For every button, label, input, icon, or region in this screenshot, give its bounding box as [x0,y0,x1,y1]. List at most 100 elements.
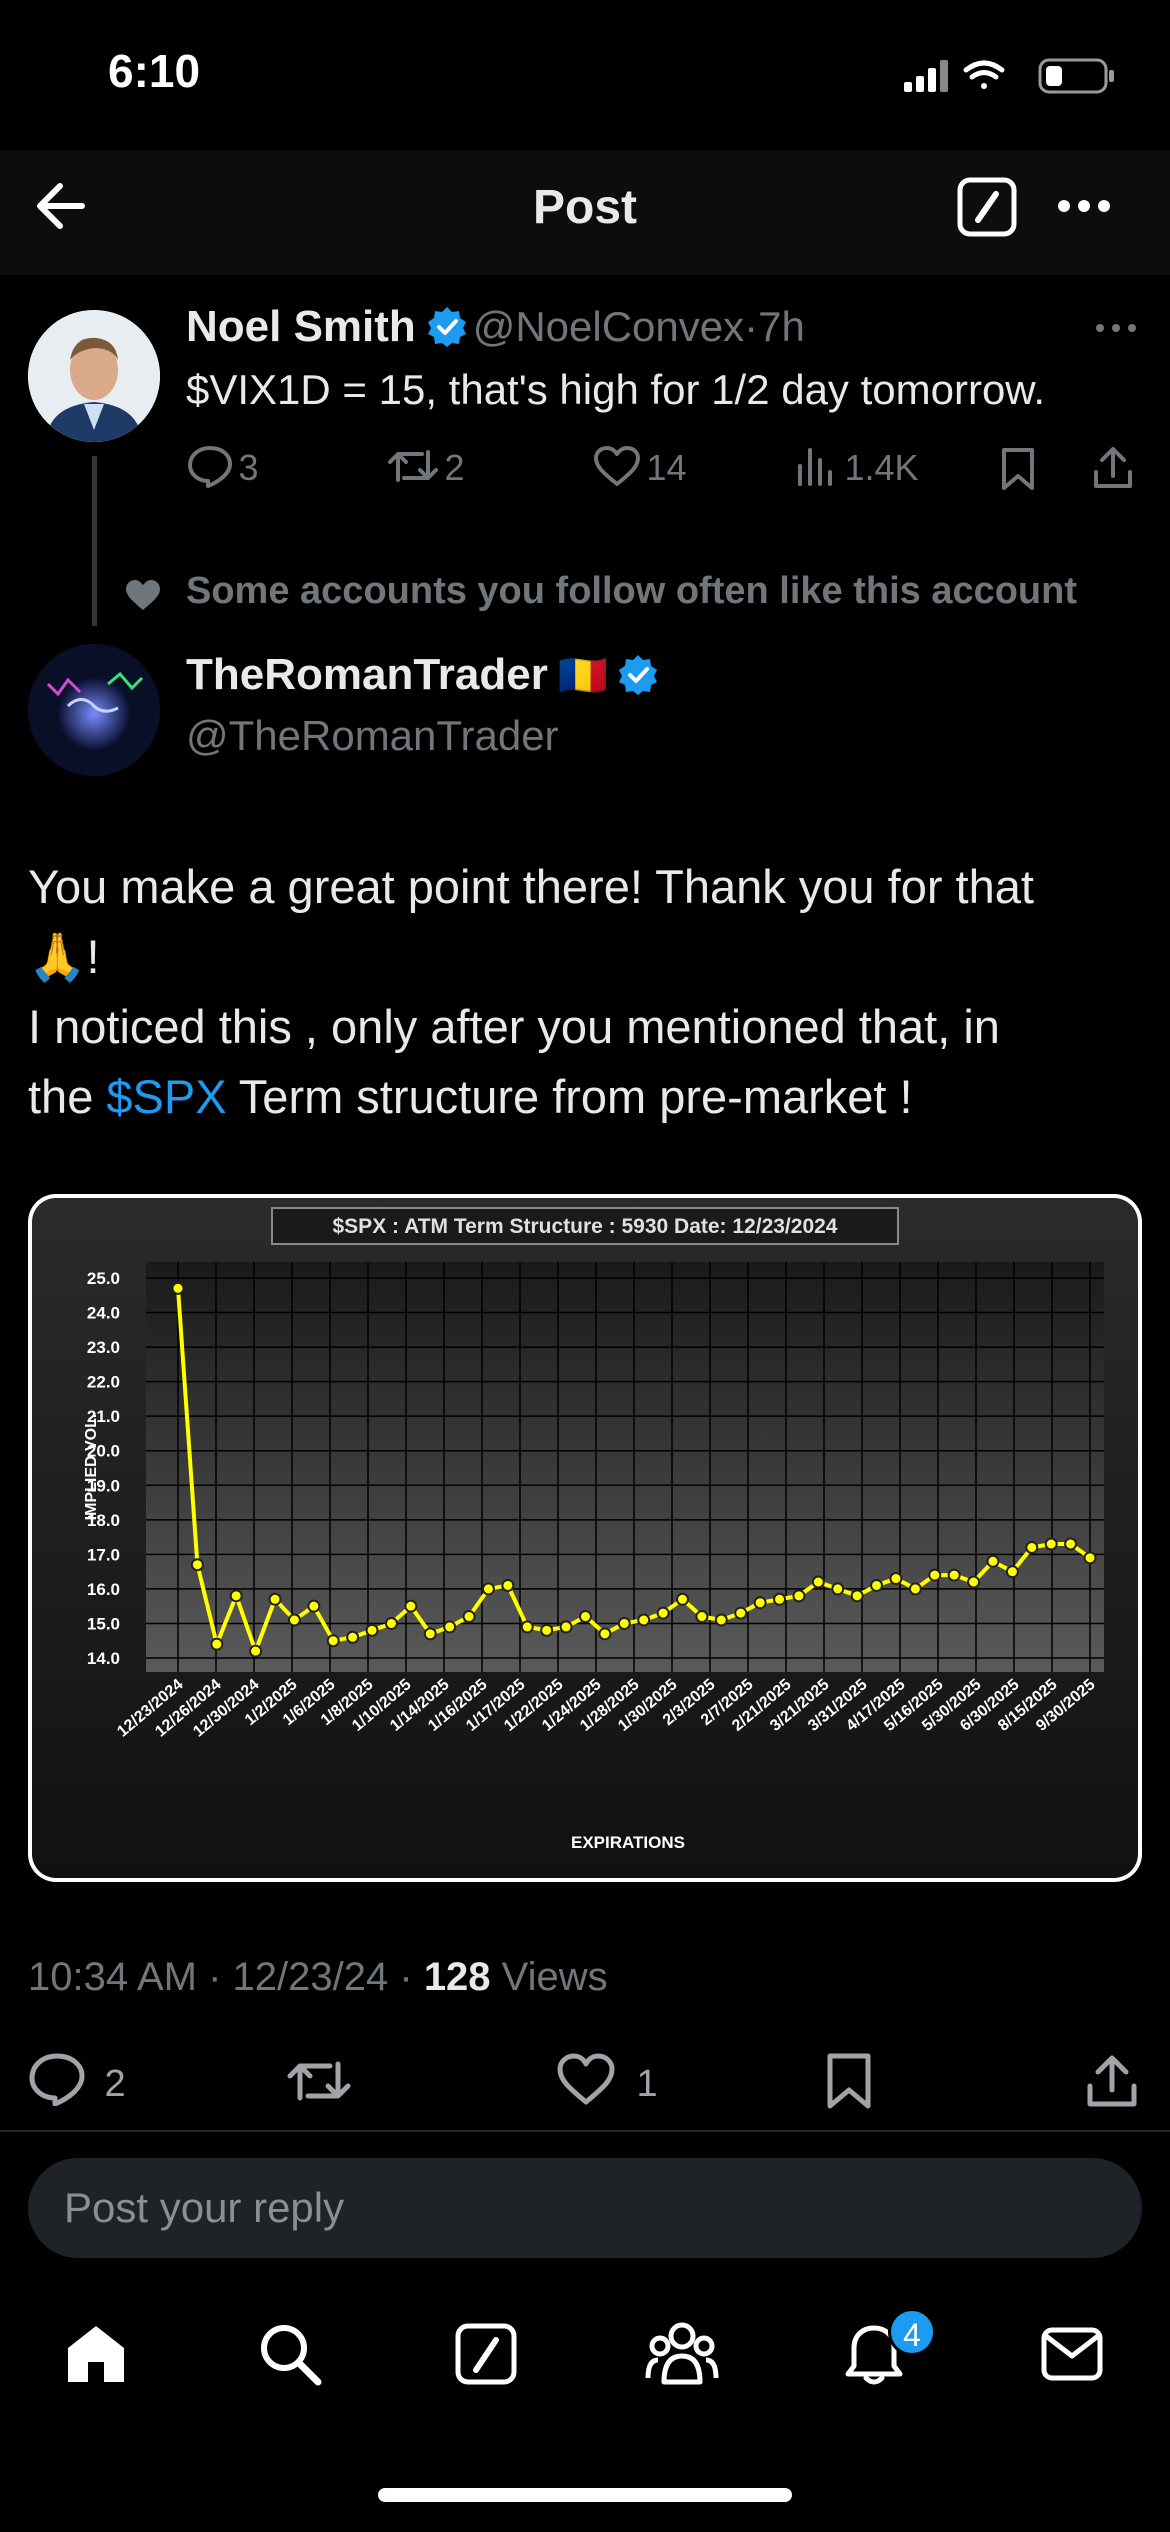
verified-badge-icon [428,307,467,347]
main-tweet-text: You make a great point there! Thank you … [28,860,1034,1123]
share-icon[interactable] [1084,2052,1140,2110]
data-point [695,1610,709,1624]
back-arrow-icon[interactable] [34,180,90,232]
data-point [210,1637,224,1651]
main-tweet-actions: 2 1 [28,2052,1142,2112]
social-context: Some accounts you follow often like this… [186,570,1078,612]
data-point [908,1582,922,1596]
y-tick-label: 16.0 [87,1580,120,1599]
y-tick-label: 19.0 [87,1476,120,1495]
repost-button[interactable]: 2 [386,444,464,489]
y-tick-label: 25.0 [87,1269,120,1288]
chart-image[interactable]: $SPX : ATM Term Structure : 5930 Date: 1… [28,1194,1142,1882]
data-point [753,1596,767,1610]
page-title: Post [532,181,637,234]
chart-grid [146,1262,1104,1672]
data-point [928,1568,942,1582]
more-options-icon[interactable] [1056,196,1112,216]
data-point [365,1623,379,1637]
share-icon[interactable] [1090,444,1136,492]
data-point [734,1606,748,1620]
data-point [423,1627,437,1641]
data-point [501,1578,515,1592]
data-point [1044,1537,1058,1551]
main-reply-button[interactable]: 2 [28,2052,126,2107]
data-point [792,1589,806,1603]
y-tick-label: 17.0 [87,1545,120,1564]
pray-emoji: 🙏 [28,930,87,983]
main-avatar[interactable] [28,644,160,776]
compose-icon[interactable] [956,176,1018,238]
tweet-timestamp: 10:34 AM · 12/23/24 · [28,1955,424,1999]
like-button[interactable]: 14 [592,444,687,489]
reply-input[interactable] [28,2158,1142,2258]
data-point [229,1589,243,1603]
data-point [520,1620,534,1634]
main-like-button[interactable]: 1 [556,2052,658,2106]
data-point [676,1592,690,1606]
tweet-more-icon[interactable] [1094,322,1138,334]
status-bar: 6:10 [0,0,1170,150]
tweet-text: $VIX1D = 15, that's high for 1/2 day tom… [186,366,1045,413]
status-time: 6:10 [108,45,201,97]
chart-title: $SPX : ATM Term Structure : 5930 Date: 1… [333,1215,838,1238]
data-point [870,1578,884,1592]
cashtag-link[interactable]: $SPX [106,1070,227,1123]
compose-tab-icon[interactable] [454,2322,518,2386]
communities-icon[interactable] [644,2318,720,2386]
y-tick-label: 18.0 [87,1511,120,1530]
data-point [481,1582,495,1596]
data-point [462,1610,476,1624]
signal-icon [904,60,948,92]
battery-icon [1038,58,1114,94]
main-author-name[interactable]: TheRomanTrader [186,650,548,699]
main-author-handle[interactable]: @TheRomanTrader [186,712,559,759]
x-axis-label: EXPIRATIONS [571,1833,685,1852]
messages-icon[interactable] [1040,2326,1104,2382]
views-count: 128 [423,1955,491,1999]
data-point [889,1572,903,1586]
avatar[interactable] [28,310,160,442]
data-points [171,1281,1097,1658]
y-tick-label: 20.0 [87,1442,120,1461]
data-point [831,1582,845,1596]
data-point [714,1613,728,1627]
views-button[interactable]: 1.4K [794,444,919,489]
globe-avatar-icon [28,644,160,776]
data-point [967,1575,981,1589]
verified-badge-icon [618,655,657,695]
bookmark-icon[interactable] [824,2052,874,2110]
divider [0,2130,1170,2132]
y-tick-labels: 25.0 24.0 23.0 22.0 21.0 20.0 19.0 18.0 17.0 16.0… [87,1269,120,1668]
data-point [443,1620,457,1634]
search-icon[interactable] [258,2322,322,2386]
reply-icon [29,2053,85,2107]
y-tick-label: 15.0 [87,1614,120,1633]
data-point [404,1599,418,1613]
data-point [1064,1537,1078,1551]
reply-button[interactable]: 3 [186,444,258,489]
bookmark-icon[interactable] [998,446,1038,492]
repost-icon[interactable] [286,2054,352,2108]
data-point [171,1281,185,1295]
wifi-icon [963,60,1005,89]
views-chart-icon [798,448,832,486]
data-point [540,1623,554,1637]
thread-line [92,456,97,626]
tweet-actions: 3 2 14 1.4K [186,444,1136,494]
author-name[interactable]: Noel Smith [186,302,416,351]
repost-icon [388,450,438,482]
romania-flag: 🇷🇴 [558,654,609,698]
data-point [986,1554,1000,1568]
data-point [384,1616,398,1630]
home-indicator [378,2488,792,2502]
data-point [268,1592,282,1606]
y-tick-label: 22.0 [87,1373,120,1392]
reply-placeholder: Post your reply [64,2184,345,2231]
y-tick-label: 14.0 [87,1649,120,1668]
author-handle[interactable]: @NoelConvex [472,303,745,350]
home-icon[interactable] [64,2322,128,2384]
data-point [1083,1551,1097,1565]
data-point [326,1634,340,1648]
data-point [559,1620,573,1634]
